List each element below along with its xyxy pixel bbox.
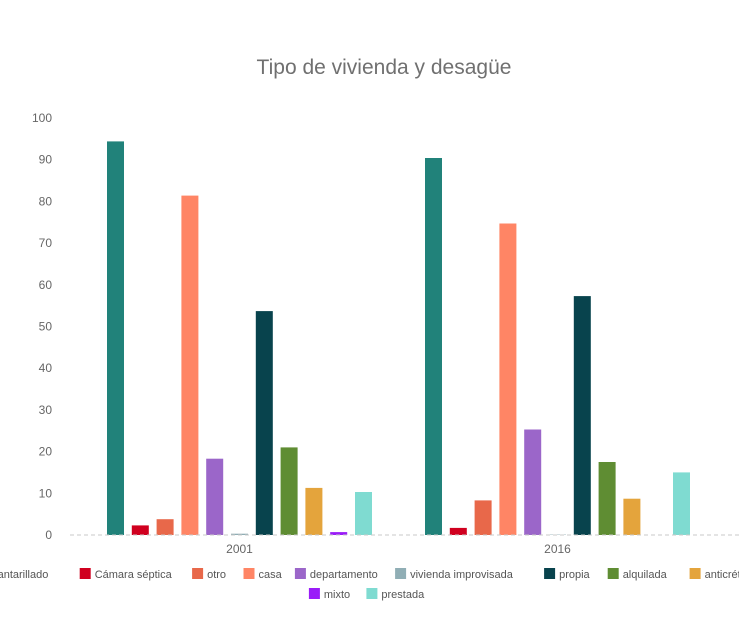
legend-swatch: [79, 568, 91, 579]
x-tick-label: 2016: [544, 542, 571, 556]
legend-item[interactable]: anticrético: [689, 568, 739, 581]
legend-item[interactable]: otro: [192, 568, 226, 581]
bar[interactable]: [156, 519, 174, 535]
bar[interactable]: [499, 223, 517, 536]
bar[interactable]: [524, 429, 542, 536]
y-tick-label: 20: [39, 445, 53, 459]
bars: [107, 141, 690, 535]
y-tick-label: 40: [39, 361, 53, 375]
y-tick-label: 30: [39, 403, 53, 417]
y-tick-label: 10: [39, 486, 53, 500]
bar[interactable]: [330, 532, 348, 535]
bar[interactable]: [573, 296, 591, 535]
legend-item[interactable]: alquilada: [607, 568, 668, 581]
legend-swatch: [689, 568, 701, 579]
chart-title: Tipo de vivienda y desagüe: [257, 56, 512, 79]
legend-item[interactable]: departamento: [294, 568, 378, 581]
legend-label: departamento: [310, 569, 378, 581]
bar[interactable]: [107, 141, 124, 535]
legend-item[interactable]: casa: [243, 568, 283, 581]
x-tick-label: 2001: [226, 542, 253, 556]
legend-swatch: [243, 568, 255, 579]
legend-label: Cámara séptica: [95, 569, 173, 581]
legend-item[interactable]: Cámara séptica: [79, 568, 173, 581]
legend-swatch: [294, 568, 306, 579]
y-tick-label: 60: [39, 278, 53, 292]
bar[interactable]: [673, 472, 690, 535]
legend-item[interactable]: vivienda improvisada: [395, 568, 514, 581]
legend-item[interactable]: mixto: [308, 588, 350, 601]
bar[interactable]: [598, 462, 616, 535]
bar[interactable]: [449, 527, 467, 535]
legend-item[interactable]: prestada: [366, 588, 425, 601]
legend-item[interactable]: propia: [544, 568, 591, 581]
y-tick-label: 0: [45, 528, 52, 542]
y-tick-label: 80: [39, 194, 53, 208]
bar[interactable]: [231, 533, 248, 535]
legend-label: vivienda improvisada: [410, 569, 514, 581]
bar[interactable]: [355, 492, 372, 535]
bar[interactable]: [255, 311, 273, 535]
legend-swatch: [366, 588, 378, 599]
bar[interactable]: [305, 487, 323, 535]
legend-swatch: [192, 568, 204, 579]
legend-label: mixto: [324, 589, 350, 601]
legend-swatch: [308, 588, 320, 599]
bar[interactable]: [131, 525, 149, 535]
legend-label: prestada: [381, 589, 425, 601]
legend-item[interactable]: Alcantarillado: [0, 568, 48, 581]
legend-label: anticrético: [705, 569, 739, 581]
y-tick-label: 90: [39, 153, 53, 167]
bar[interactable]: [206, 458, 224, 535]
legend-label: propia: [559, 569, 590, 581]
legend: Alcantarillado Cámara séptica otro casa depa…: [0, 568, 739, 601]
bar[interactable]: [474, 500, 492, 535]
legend-label: casa: [259, 569, 283, 581]
y-tick-label: 50: [39, 320, 53, 334]
y-tick-label: 100: [32, 111, 52, 125]
y-tick-label: 70: [39, 236, 53, 250]
legend-label: otro: [207, 569, 226, 581]
legend-label: alquilada: [623, 569, 668, 581]
bar[interactable]: [280, 447, 298, 535]
y-axis: 0 10 20 30 40 50 60 70 80 90 100: [32, 111, 52, 542]
bar[interactable]: [425, 158, 442, 535]
legend-swatch: [395, 568, 407, 579]
legend-swatch: [607, 568, 619, 579]
x-axis: 2001 2016: [226, 542, 571, 556]
legend-label: Alcantarillado: [0, 569, 48, 581]
legend-swatch: [544, 568, 556, 579]
bar[interactable]: [623, 498, 641, 535]
bar[interactable]: [181, 195, 199, 535]
